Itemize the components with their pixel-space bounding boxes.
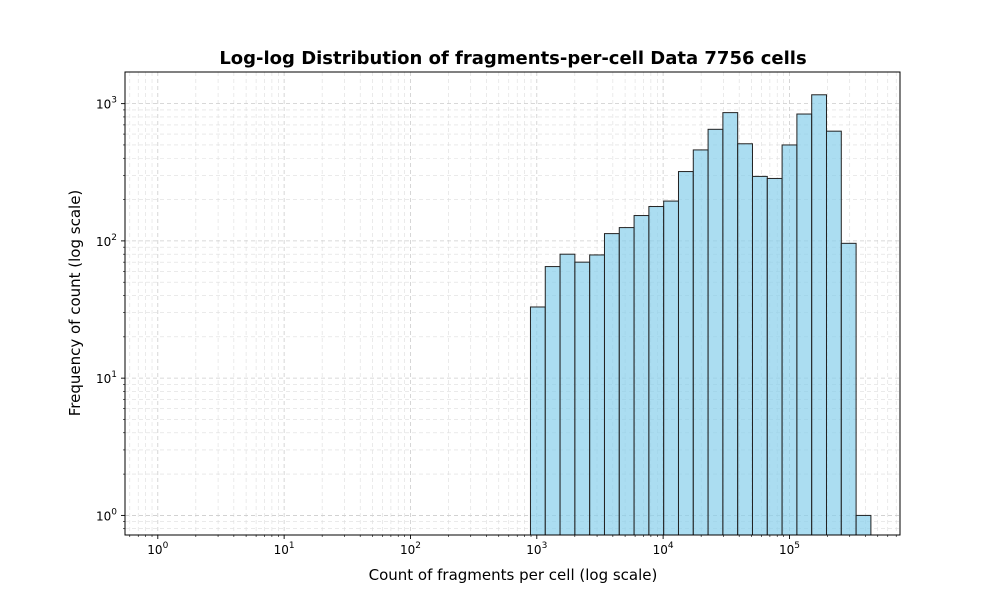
- y-tick-exponent: 1: [111, 370, 117, 380]
- histogram-bar: [544, 266, 561, 536]
- histogram-bar: [603, 233, 620, 536]
- y-tick-exponent: 3: [111, 96, 117, 106]
- y-tick-exponent: 2: [111, 233, 117, 243]
- x-tick-label: 100: [147, 541, 168, 557]
- x-tick-base: 10: [653, 543, 668, 557]
- x-tick-label: 101: [274, 541, 295, 557]
- histogram-bar: [663, 200, 679, 536]
- x-tick-label: 104: [653, 541, 674, 557]
- histogram-bar: [574, 261, 591, 536]
- histogram-bar: [840, 242, 857, 536]
- histogram-bar: [589, 254, 605, 536]
- histogram-bar: [692, 149, 709, 536]
- y-tick-base: 10: [96, 235, 111, 249]
- x-tick-base: 10: [274, 543, 289, 557]
- x-tick-label: 103: [526, 541, 547, 557]
- histogram-bar: [855, 514, 872, 536]
- histogram-bar: [529, 306, 546, 536]
- chart-title: Log-log Distribution of fragments-per-ce…: [219, 48, 806, 69]
- y-tick-label: 103: [96, 96, 117, 112]
- x-tick-exponent: 3: [542, 541, 548, 551]
- x-tick-base: 10: [147, 543, 162, 557]
- histogram-bar: [722, 112, 739, 536]
- histogram-bar: [796, 113, 813, 536]
- histogram-bar: [766, 177, 783, 536]
- x-tick-exponent: 4: [668, 541, 674, 551]
- y-tick-label: 102: [96, 233, 117, 249]
- x-tick-base: 10: [400, 543, 415, 557]
- y-tick-label: 101: [96, 370, 117, 386]
- x-tick-label: 102: [400, 541, 421, 557]
- histogram-bar: [825, 130, 842, 536]
- y-tick-base: 10: [96, 372, 111, 386]
- histogram-bar: [677, 171, 694, 536]
- histogram-bar: [751, 175, 768, 536]
- x-tick-exponent: 0: [163, 541, 169, 551]
- x-tick-exponent: 2: [415, 541, 421, 551]
- histogram-bar: [618, 227, 635, 536]
- y-axis-label: Frequency of count (log scale): [66, 190, 84, 417]
- histogram-bar: [811, 94, 827, 536]
- x-tick-base: 10: [526, 543, 541, 557]
- histogram-bar: [559, 253, 576, 536]
- x-axis-ticks: 100 101 102 103 104 105: [129, 535, 897, 557]
- histogram-bar: [648, 206, 665, 536]
- x-tick-exponent: 5: [794, 541, 800, 551]
- bars: [529, 94, 872, 536]
- plot-frame: [124, 71, 901, 536]
- y-tick-label: 100: [96, 507, 117, 523]
- histogram-bar: [707, 128, 724, 536]
- histogram-bar: [737, 143, 753, 536]
- x-tick-base: 10: [779, 543, 794, 557]
- y-tick-base: 10: [96, 98, 111, 112]
- y-tick-base: 10: [96, 509, 111, 523]
- x-axis-label: Count of fragments per cell (log scale): [369, 566, 658, 584]
- histogram-bar: [633, 215, 650, 536]
- y-tick-exponent: 0: [111, 507, 117, 517]
- x-tick-exponent: 1: [289, 541, 295, 551]
- x-tick-label: 105: [779, 541, 800, 557]
- histogram-bar: [781, 144, 798, 536]
